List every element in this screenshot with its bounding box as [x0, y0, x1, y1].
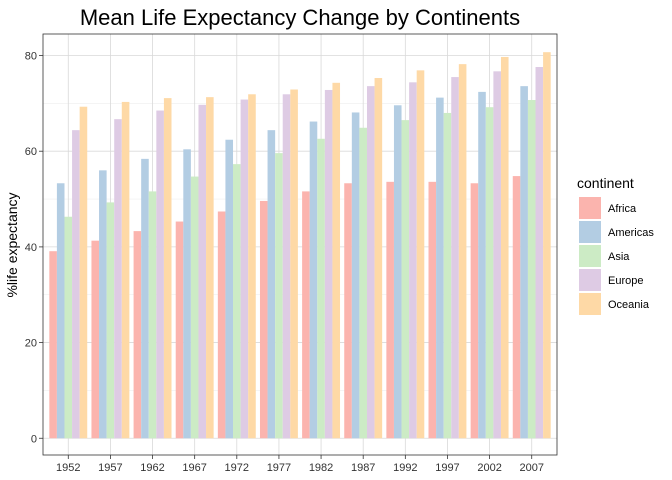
bar-europe-1967 [198, 104, 207, 439]
bar-africa-1982 [302, 191, 310, 439]
bar-europe-1962 [156, 110, 164, 439]
bar-americas-1997 [436, 97, 444, 439]
bar-asia-2002 [485, 107, 494, 439]
y-axis-title: %life expectancy [4, 192, 20, 297]
bar-americas-1977 [267, 130, 276, 439]
x-tick-label: 1982 [309, 462, 333, 474]
bar-europe-2007 [535, 67, 544, 439]
bar-europe-1987 [366, 86, 375, 439]
x-tick-label: 1997 [435, 462, 459, 474]
legend: continent Africa Americas Asia Europe Oceani… [577, 175, 654, 315]
x-tick-label: 1987 [351, 462, 375, 474]
bar-europe-1977 [282, 94, 291, 439]
bar-asia-2007 [527, 100, 536, 439]
chart-title: Mean Life Expectancy Change by Continent… [80, 5, 520, 30]
bar-africa-1952 [49, 251, 57, 439]
bar-oceania-1962 [163, 98, 172, 439]
bar-oceania-2007 [543, 52, 551, 439]
x-axis: 1952 1957 1962 1967 1972 1977 1982 1987 1992 1997… [56, 455, 544, 474]
legend-label-africa: Africa [608, 203, 637, 215]
bar-africa-1967 [175, 221, 184, 439]
bar-europe-1972 [240, 99, 249, 439]
bar-asia-1987 [359, 127, 367, 439]
bar-oceania-1957 [121, 101, 130, 439]
bar-africa-1972 [217, 211, 226, 439]
bar-europe-1982 [324, 89, 333, 439]
legend-key-oceania [579, 293, 601, 315]
bar-asia-1962 [148, 191, 157, 439]
bar-oceania-1952 [79, 106, 88, 439]
bar-americas-1957 [99, 170, 107, 439]
bar-europe-1952 [72, 130, 80, 439]
legend-title: continent [577, 175, 634, 191]
bar-europe-1997 [451, 77, 459, 439]
y-tick-label: 80 [25, 51, 37, 63]
plot-panel-border [42, 33, 558, 456]
bar-americas-1952 [56, 183, 65, 439]
bars-group [49, 52, 551, 439]
x-tick-label: 1952 [56, 462, 80, 474]
bar-americas-1972 [225, 139, 234, 439]
y-axis: 0 20 40 60 80 [25, 51, 43, 445]
bar-americas-1987 [351, 112, 360, 439]
bar-africa-2002 [470, 183, 479, 439]
y-tick-label: 40 [25, 242, 37, 254]
bar-oceania-2002 [500, 56, 509, 439]
y-tick-label: 0 [31, 433, 37, 445]
bar-asia-1957 [106, 202, 115, 439]
bar-oceania-1972 [248, 94, 256, 439]
x-tick-label: 1977 [267, 462, 291, 474]
bar-africa-2007 [512, 176, 521, 439]
x-tick-label: 2002 [477, 462, 501, 474]
bar-asia-1992 [401, 120, 410, 439]
legend-label-asia: Asia [608, 251, 630, 263]
x-tick-label: 1972 [225, 462, 249, 474]
bar-oceania-1967 [206, 97, 214, 439]
bar-americas-1962 [141, 158, 149, 439]
bar-africa-1962 [133, 231, 142, 439]
bar-asia-1972 [233, 164, 241, 439]
bar-americas-2002 [478, 91, 486, 439]
bar-americas-1992 [393, 105, 402, 439]
x-tick-label: 1992 [393, 462, 417, 474]
bar-africa-1977 [259, 200, 268, 439]
legend-key-africa [579, 197, 601, 219]
x-tick-label: 1957 [98, 462, 122, 474]
bar-africa-1992 [386, 181, 394, 439]
bar-asia-1982 [317, 138, 325, 439]
legend-key-asia [579, 245, 601, 267]
bar-oceania-1987 [374, 78, 383, 439]
x-tick-label: 2007 [519, 462, 543, 474]
y-tick-label: 20 [25, 338, 37, 350]
bar-asia-1977 [275, 153, 283, 439]
x-tick-label: 1967 [182, 462, 206, 474]
legend-label-europe: Europe [608, 275, 643, 287]
bar-europe-2002 [493, 71, 501, 439]
y-tick-label: 60 [25, 146, 37, 158]
bar-americas-2007 [520, 86, 528, 439]
bar-africa-1997 [428, 181, 437, 439]
legend-key-europe [579, 269, 601, 291]
bar-oceania-1982 [332, 82, 341, 439]
bar-oceania-1977 [290, 89, 298, 439]
bar-oceania-1997 [458, 64, 467, 439]
bar-oceania-1992 [416, 70, 425, 439]
bar-asia-1967 [190, 176, 199, 439]
legend-key-americas [579, 221, 601, 243]
legend-label-americas: Americas [608, 227, 654, 239]
bar-africa-1957 [91, 240, 100, 439]
bar-asia-1952 [64, 216, 73, 439]
bar-africa-1987 [344, 183, 352, 439]
legend-label-oceania: Oceania [608, 299, 650, 311]
x-tick-label: 1962 [140, 462, 164, 474]
bar-europe-1992 [409, 82, 417, 439]
bar-americas-1967 [183, 149, 191, 439]
bar-europe-1957 [114, 119, 122, 439]
bar-asia-1997 [443, 112, 452, 439]
bar-americas-1982 [309, 121, 318, 439]
